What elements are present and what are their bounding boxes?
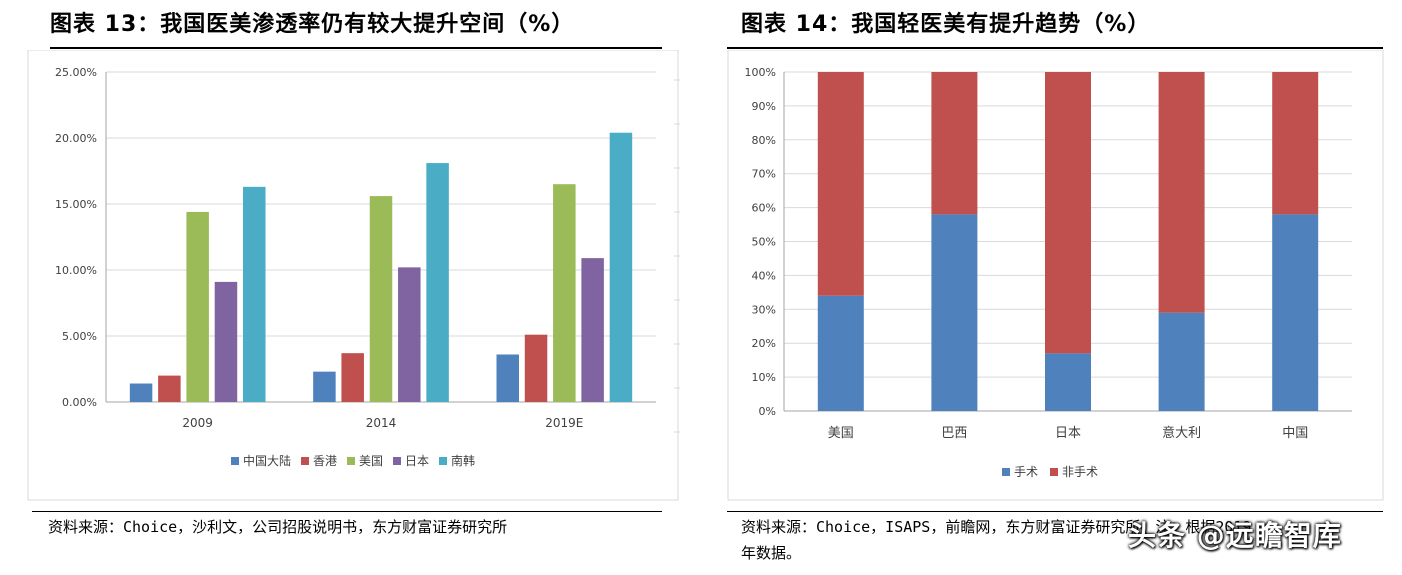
watermark: 头条 @远瞻智库	[1128, 519, 1342, 552]
bar-南韩-2009	[243, 186, 266, 402]
right-source-note-line1: 资料来源：Choice，ISAPS，前瞻网，东方财富证券研究所，注：根据2019	[741, 518, 1252, 536]
y-tick-label: 50%	[752, 236, 776, 249]
bar-日本-2014	[398, 267, 421, 402]
bar-手术-巴西	[931, 214, 978, 411]
y-tick-label: 20%	[752, 337, 776, 350]
y-tick-label: 10%	[752, 371, 776, 384]
bar-手术-日本	[1045, 353, 1091, 411]
bar-中国大陆-2019E	[496, 354, 519, 402]
legend-label: 中国大陆	[243, 453, 291, 468]
bar-日本-2019E	[581, 258, 604, 402]
left-bar-chart: 0.00% 5.00% 10.00% 15.00% 20.00% 25.00% 2009 20…	[27, 50, 680, 501]
legend-label: 手术	[1014, 465, 1038, 479]
left-title-rule	[50, 47, 662, 49]
bar-香港-2009	[158, 375, 181, 402]
legend-swatch	[347, 457, 355, 465]
legend-swatch	[301, 457, 309, 465]
bar-非手术-日本	[1045, 72, 1091, 354]
bar-非手术-美国	[817, 72, 864, 296]
bar-南韩-2019E	[609, 132, 633, 402]
legend-label: 日本	[405, 454, 429, 468]
legend-swatch	[393, 457, 401, 465]
bar-非手术-意大利	[1158, 72, 1205, 313]
bar-手术-意大利	[1158, 312, 1205, 411]
y-tick-label: 20.00%	[55, 132, 97, 145]
x-tick-label: 中国	[1282, 426, 1308, 441]
left-source-note: 资料来源：Choice，沙利文，公司招股说明书，东方财富证券研究所	[48, 518, 508, 536]
x-tick-label: 2019E	[545, 416, 583, 430]
x-tick-label: 日本	[1055, 426, 1081, 441]
x-tick-label: 2009	[182, 416, 213, 430]
bar-手术-美国	[817, 295, 864, 411]
bar-中国大陆-2009	[129, 383, 153, 402]
right-source-note-line2: 年数据。	[741, 544, 802, 562]
left-chart-title: 图表 13：我国医美渗透率仍有较大提升空间（%）	[50, 12, 575, 37]
y-tick-label: 30%	[752, 303, 776, 316]
chart-frame	[27, 50, 679, 501]
legend-swatch	[439, 457, 447, 465]
bar-美国-2014	[369, 196, 393, 402]
legend-swatch	[1002, 468, 1010, 476]
y-tick-label: 60%	[752, 202, 776, 215]
legend-swatch	[1050, 468, 1058, 476]
bar-美国-2009	[186, 211, 209, 402]
y-tick-label: 0%	[759, 405, 776, 418]
right-source-rule	[727, 511, 1383, 512]
bar-手术-中国	[1272, 214, 1319, 411]
y-tick-label: 0.00%	[62, 396, 97, 409]
legend-label: 非手术	[1062, 465, 1098, 479]
y-tick-label: 90%	[752, 100, 776, 113]
y-tick-label: 70%	[752, 168, 776, 181]
bar-中国大陆-2014	[313, 371, 336, 402]
y-tick-label: 40%	[752, 269, 776, 282]
x-tick-label: 美国	[828, 426, 854, 441]
legend-label: 南韩	[451, 453, 475, 468]
y-tick-label: 25.00%	[55, 66, 97, 79]
chart-frame	[727, 50, 1384, 501]
bar-非手术-中国	[1272, 72, 1319, 215]
x-tick-label: 2014	[366, 416, 397, 430]
bar-日本-2009	[214, 281, 238, 402]
bar-南韩-2014	[426, 163, 449, 402]
bar-非手术-巴西	[931, 72, 978, 215]
y-tick-label: 100%	[745, 66, 776, 79]
right-title-rule	[727, 47, 1383, 49]
bar-美国-2019E	[553, 184, 576, 402]
right-stacked-bar-chart: 0% 10% 20% 30% 40% 50% 60% 70% 80% 90% 100% 美国 巴西 日本 意…	[727, 50, 1384, 501]
y-tick-label: 80%	[752, 134, 776, 147]
right-chart-title: 图表 14：我国轻医美有提升趋势（%）	[741, 12, 1151, 37]
x-tick-label: 意大利	[1162, 425, 1201, 441]
legend-label: 香港	[313, 454, 337, 468]
legend-swatch	[231, 457, 239, 465]
y-tick-label: 5.00%	[62, 330, 97, 343]
y-tick-label: 10.00%	[55, 264, 97, 277]
left-source-rule	[32, 511, 662, 512]
bar-香港-2014	[341, 353, 364, 402]
legend-label: 美国	[359, 454, 383, 468]
y-tick-label: 15.00%	[55, 198, 97, 211]
bar-香港-2019E	[524, 334, 548, 402]
x-tick-label: 巴西	[941, 426, 967, 441]
